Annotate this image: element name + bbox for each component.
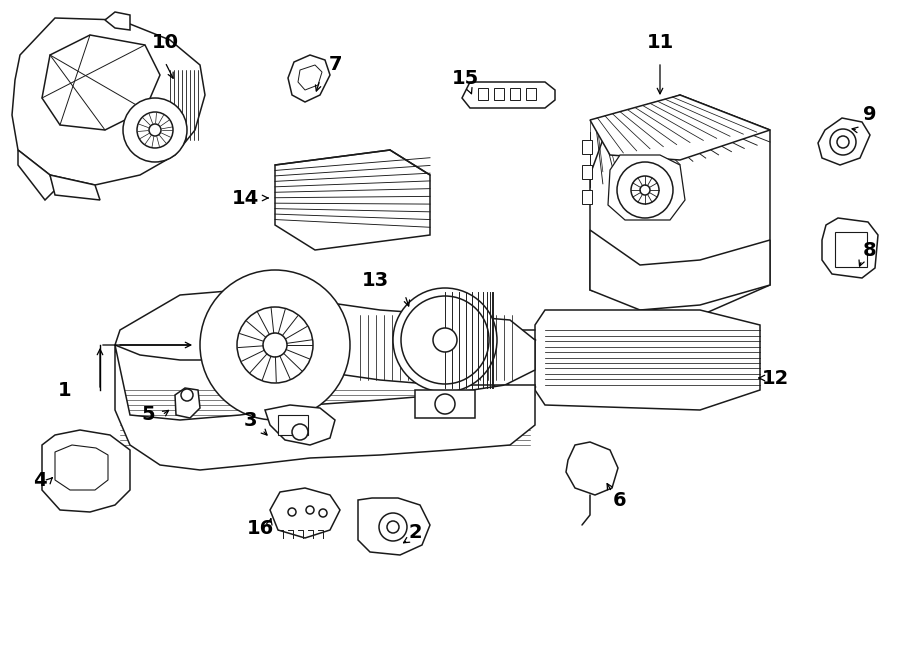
Polygon shape bbox=[822, 218, 878, 278]
Circle shape bbox=[631, 176, 659, 204]
Bar bbox=[582, 165, 592, 179]
Polygon shape bbox=[50, 175, 100, 200]
Polygon shape bbox=[18, 150, 55, 200]
Bar bbox=[835, 232, 867, 267]
Polygon shape bbox=[12, 18, 205, 185]
Polygon shape bbox=[590, 95, 770, 160]
Polygon shape bbox=[590, 95, 770, 320]
Circle shape bbox=[288, 508, 296, 516]
Circle shape bbox=[306, 506, 314, 514]
Polygon shape bbox=[42, 430, 130, 512]
Bar bbox=[494, 88, 504, 100]
Circle shape bbox=[393, 288, 497, 392]
Bar bbox=[510, 88, 520, 100]
Text: 13: 13 bbox=[362, 270, 389, 290]
Circle shape bbox=[237, 307, 313, 383]
Polygon shape bbox=[175, 388, 200, 418]
Polygon shape bbox=[275, 150, 430, 250]
Circle shape bbox=[837, 136, 849, 148]
Circle shape bbox=[640, 185, 650, 195]
Circle shape bbox=[387, 521, 399, 533]
Circle shape bbox=[123, 98, 187, 162]
Circle shape bbox=[617, 162, 673, 218]
Text: 5: 5 bbox=[141, 405, 155, 424]
Polygon shape bbox=[265, 405, 335, 445]
Polygon shape bbox=[105, 12, 130, 30]
Text: 3: 3 bbox=[243, 410, 256, 430]
Circle shape bbox=[319, 509, 327, 517]
Polygon shape bbox=[358, 498, 430, 555]
Text: 4: 4 bbox=[33, 471, 47, 490]
Polygon shape bbox=[42, 35, 160, 130]
Text: 11: 11 bbox=[646, 32, 673, 52]
Text: 2: 2 bbox=[409, 522, 422, 541]
Text: 1: 1 bbox=[58, 381, 72, 399]
Text: 8: 8 bbox=[863, 241, 877, 260]
Bar bbox=[582, 140, 592, 154]
Polygon shape bbox=[288, 55, 330, 102]
Text: 12: 12 bbox=[761, 368, 788, 387]
Polygon shape bbox=[590, 230, 770, 310]
Text: 10: 10 bbox=[151, 32, 178, 52]
Circle shape bbox=[263, 333, 287, 357]
Polygon shape bbox=[115, 345, 535, 470]
Circle shape bbox=[149, 124, 161, 136]
Polygon shape bbox=[115, 290, 535, 385]
Circle shape bbox=[830, 129, 856, 155]
Circle shape bbox=[181, 389, 193, 401]
Bar bbox=[526, 88, 536, 100]
Bar bbox=[478, 88, 488, 100]
Text: 9: 9 bbox=[863, 106, 877, 124]
Circle shape bbox=[433, 328, 457, 352]
Bar bbox=[582, 190, 592, 204]
Text: 16: 16 bbox=[247, 518, 274, 537]
Polygon shape bbox=[818, 118, 870, 165]
Polygon shape bbox=[55, 445, 108, 490]
Polygon shape bbox=[298, 65, 322, 90]
Circle shape bbox=[379, 513, 407, 541]
Circle shape bbox=[435, 394, 455, 414]
Polygon shape bbox=[462, 82, 555, 108]
Polygon shape bbox=[270, 488, 340, 538]
Text: 6: 6 bbox=[613, 490, 626, 510]
Circle shape bbox=[292, 424, 308, 440]
Bar bbox=[278, 415, 308, 435]
Text: 14: 14 bbox=[231, 188, 258, 208]
Polygon shape bbox=[566, 442, 618, 495]
Text: 7: 7 bbox=[328, 56, 342, 75]
Circle shape bbox=[137, 112, 173, 148]
Bar bbox=[415, 390, 475, 418]
Polygon shape bbox=[608, 155, 685, 220]
Circle shape bbox=[200, 270, 350, 420]
Polygon shape bbox=[535, 310, 760, 410]
Text: 15: 15 bbox=[452, 69, 479, 87]
